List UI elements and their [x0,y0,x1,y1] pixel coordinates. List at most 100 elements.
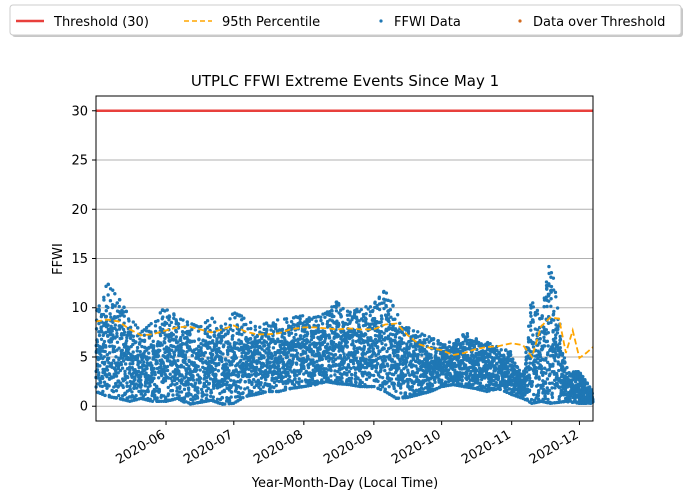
ffwi-point [246,344,250,348]
ffwi-point [350,317,354,322]
ffwi-point [220,359,224,364]
ffwi-point [531,305,536,309]
ffwi-point [111,389,116,394]
ffwi-point [333,353,338,357]
ffwi-point [264,340,269,344]
ffwi-point [399,391,403,395]
ffwi-point [327,359,331,363]
ffwi-point [128,368,132,372]
ffwi-point [403,391,408,395]
ffwi-point [530,379,535,384]
ffwi-point [211,339,215,343]
ffwi-point [114,374,119,378]
ffwi-point [324,370,328,375]
ffwi-point [396,354,400,358]
ffwi-point [158,348,162,353]
ffwi-point [546,391,550,395]
ffwi-point [345,345,349,349]
ffwi-point [206,386,210,391]
ffwi-point [220,396,225,400]
ffwi-point [180,330,185,334]
ffwi-point [99,325,103,329]
ffwi-point [242,316,246,320]
ffwi-point [549,320,553,325]
ffwi-point [534,372,539,377]
ffwi-point [260,347,264,351]
ffwi-point [240,354,244,359]
ffwi-point [98,356,102,360]
ffwi-point [536,361,540,365]
ffwi-point [537,341,542,345]
ffwi-point [239,341,244,345]
ffwi-point [196,344,201,349]
ffwi-point [237,332,241,336]
ffwi-point [395,313,400,317]
ffwi-point [354,310,359,314]
ffwi-point [407,326,411,330]
ffwi-point [273,323,278,327]
ffwi-point [410,384,415,389]
ffwi-point [272,380,277,385]
ffwi-point [549,304,553,308]
ffwi-point [107,361,111,365]
ffwi-point [413,352,417,357]
ffwi-point [258,387,263,392]
ffwi-point [391,332,395,337]
ffwi-point [140,344,144,349]
ffwi-point [447,340,452,344]
ffwi-point [128,362,132,366]
ffwi-point [366,307,370,311]
ffwi-point [268,360,273,365]
ffwi-point [257,338,262,343]
ffwi-point [104,309,108,313]
ffwi-point [249,326,253,331]
ffwi-point [319,366,324,371]
ffwi-point [383,387,387,391]
ffwi-point [210,352,215,357]
ffwi-point [127,347,131,351]
ffwi-point [267,348,271,353]
ffwi-point [322,353,327,357]
ffwi-point [545,304,549,309]
ffwi-point [289,331,294,335]
ffwi-point [252,365,256,370]
ffwi-point [229,395,233,399]
ffwi-point [312,373,317,377]
ffwi-point [210,316,214,321]
ffwi-point [349,376,354,380]
ffwi-point [146,389,150,394]
ffwi-point [407,346,411,350]
ffwi-point [197,337,201,341]
ffwi-point [382,364,387,369]
ffwi-point [127,319,131,323]
ffwi-point [295,351,300,355]
ffwi-point [551,276,556,280]
ffwi-point [399,337,404,341]
ffwi-point [320,378,324,382]
ffwi-point [254,380,258,384]
ffwi-point [355,317,359,321]
ffwi-point [391,304,395,308]
ffwi-point [220,356,224,361]
ffwi-point [139,383,144,387]
ffwi-point [97,308,101,312]
ffwi-point [214,373,218,377]
ffwi-point [554,295,558,299]
ffwi-point [506,370,511,375]
ffwi-point [131,342,135,347]
ffwi-point [371,308,375,313]
ffwi-point [143,384,147,388]
ffwi-point [353,371,358,375]
ffwi-point [347,370,352,374]
ffwi-point [370,384,374,389]
ffwi-point [307,340,312,344]
ffwi-point [218,401,222,406]
ffwi-point [270,354,275,358]
ffwi-point [534,369,539,373]
ffwi-point [198,380,202,385]
ffwi-point [115,301,119,305]
ffwi-point [369,373,373,377]
ffwi-point [297,377,301,381]
ffwi-point [208,394,213,398]
ffwi-point [305,354,310,358]
